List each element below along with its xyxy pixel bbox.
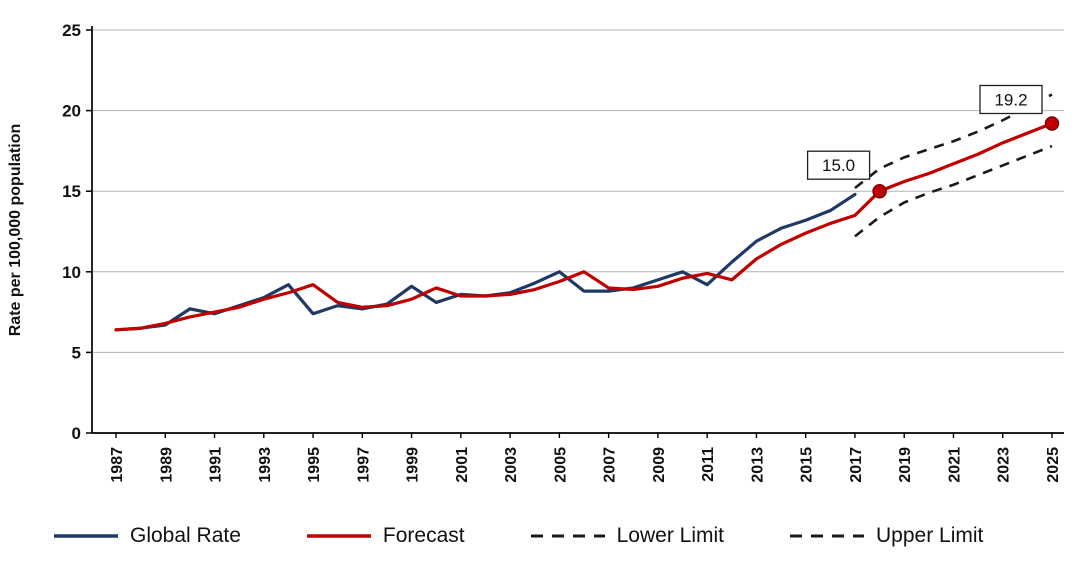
legend-item-upper-limit: Upper Limit (788, 524, 983, 548)
y-axis-title: Rate per 100,000 population (7, 124, 24, 337)
legend-line-upper-limit-icon (789, 534, 864, 538)
svg-text:2007: 2007 (602, 447, 619, 483)
line-chart: Rate per 100,000 population 051015202519… (7, 21, 1064, 483)
svg-text:2005: 2005 (552, 447, 569, 483)
svg-text:1991: 1991 (208, 447, 225, 483)
svg-text:2023: 2023 (996, 447, 1013, 483)
svg-text:2015: 2015 (799, 447, 816, 483)
legend-line-global-rate-icon (54, 534, 118, 538)
svg-text:2011: 2011 (700, 447, 717, 482)
svg-text:2017: 2017 (848, 447, 865, 483)
svg-text:2003: 2003 (503, 447, 520, 483)
svg-text:5: 5 (72, 343, 81, 362)
svg-text:0: 0 (72, 424, 81, 443)
svg-text:15.0: 15.0 (822, 156, 855, 175)
svg-text:1997: 1997 (355, 447, 372, 483)
legend-item-global-rate: Global Rate (52, 524, 241, 548)
legend-label-lower-limit: Lower Limit (616, 524, 724, 547)
legend-label-upper-limit: Upper Limit (875, 524, 984, 547)
svg-text:2001: 2001 (454, 447, 471, 483)
legend-item-forecast: Forecast (305, 524, 465, 548)
legend-line-lower-limit-icon (530, 534, 605, 538)
legend-label-global-rate: Global Rate (130, 524, 241, 547)
svg-text:19.2: 19.2 (994, 90, 1027, 109)
legend-line-forecast-icon (306, 534, 371, 538)
svg-text:2025: 2025 (1045, 447, 1062, 483)
svg-text:1995: 1995 (306, 447, 323, 483)
svg-text:1989: 1989 (158, 447, 175, 483)
svg-text:1993: 1993 (257, 447, 274, 483)
svg-text:20: 20 (62, 102, 81, 121)
svg-text:1987: 1987 (109, 447, 126, 483)
legend-item-lower-limit: Lower Limit (529, 524, 724, 548)
svg-text:1999: 1999 (405, 447, 422, 483)
svg-text:2019: 2019 (897, 447, 914, 483)
svg-text:10: 10 (62, 263, 81, 282)
svg-text:15: 15 (62, 182, 81, 201)
svg-text:2021: 2021 (946, 447, 963, 483)
svg-text:25: 25 (62, 21, 81, 40)
svg-text:2009: 2009 (651, 447, 668, 483)
legend: Global Rate Forecast Lower Limit Upper L… (0, 508, 1080, 564)
svg-text:2013: 2013 (749, 447, 766, 483)
legend-label-forecast: Forecast (382, 524, 465, 547)
